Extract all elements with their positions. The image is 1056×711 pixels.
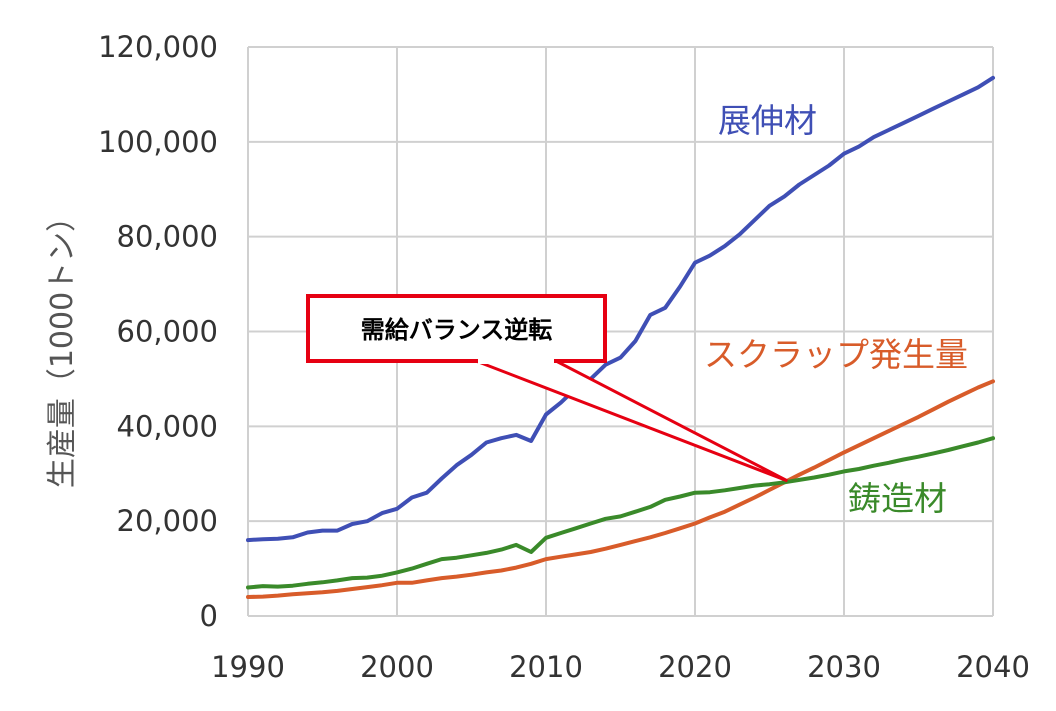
x-tick-label: 2030 [807, 650, 881, 684]
series-label-2: 鋳造材 [848, 479, 947, 518]
series-label-0: 展伸材 [718, 101, 817, 140]
callout-text: 需給バランス逆転 [361, 316, 553, 344]
x-tick-label: 1990 [211, 650, 285, 684]
x-tick-label: 2020 [658, 650, 732, 684]
series-line-2 [246, 436, 995, 590]
y-tick-label: 80,000 [117, 220, 218, 254]
y-tick-label: 0 [200, 599, 218, 633]
y-axis-label: 生産量（1000トン） [45, 202, 80, 488]
series-label-1: スクラップ発生量 [704, 335, 968, 374]
x-tick-label: 2000 [360, 650, 434, 684]
callout: 需給バランス逆転 [306, 294, 789, 483]
y-tick-label: 120,000 [98, 30, 218, 64]
callout-box [306, 294, 607, 363]
x-tick-label: 2040 [956, 650, 1030, 684]
series-lines [246, 75, 995, 599]
x-tick-label: 2010 [509, 650, 583, 684]
y-tick-label: 40,000 [117, 409, 218, 443]
y-axis-ticks: 0 20,000 40,000 60,000 80,000 100,000 120,000 [98, 30, 218, 633]
x-axis-ticks: 1990 2000 2010 2020 2030 2040 [211, 650, 1030, 684]
series-line-1 [246, 379, 995, 599]
y-tick-label: 20,000 [117, 504, 218, 538]
y-tick-label: 60,000 [117, 315, 218, 349]
y-tick-label: 100,000 [98, 125, 218, 159]
series-line-0 [246, 75, 995, 543]
callout-gap [478, 358, 554, 364]
